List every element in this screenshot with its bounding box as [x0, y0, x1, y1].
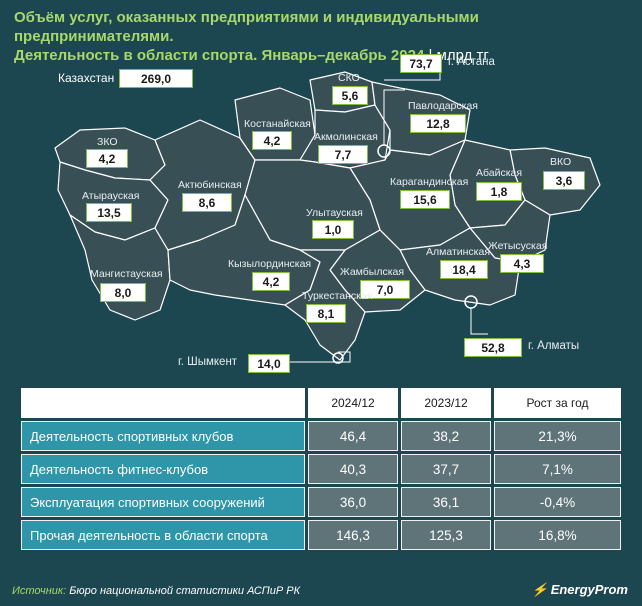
row-label: Деятельность спортивных клубов — [21, 421, 305, 451]
value-akmola: 7,7 — [318, 145, 368, 164]
label-abay: Абайская — [476, 167, 523, 179]
cell-value: 36,0 — [308, 487, 399, 517]
label-astana: г. Астана — [448, 56, 495, 68]
label-kyzylorda: Кызылординская — [228, 258, 312, 270]
row-label: Деятельность фитнес-клубов — [21, 454, 305, 484]
title-line2-text: Деятельность в области спорта. Январь–де… — [14, 47, 425, 64]
value-ulytau: 1,0 — [312, 220, 354, 239]
label-almaty-city: г. Алматы — [528, 340, 580, 352]
value-astana: 73,7 — [400, 54, 442, 73]
label-kostanay: Костанайская — [244, 118, 311, 130]
value-sko: 5,6 — [332, 86, 368, 105]
value-almaty-city: 52,8 — [464, 338, 522, 357]
total-value: 269,0 — [119, 69, 193, 88]
total-label: Казахстан — [58, 71, 115, 85]
label-pavlodar: Павлодарская — [408, 100, 478, 112]
table-row: Деятельность фитнес-клубов 40,3 37,7 7,1… — [21, 454, 621, 484]
column-header: Рост за год — [494, 388, 621, 418]
value-vko: 3,6 — [543, 171, 585, 190]
label-akmola: Акмолинская — [314, 131, 378, 143]
cell-value: 38,2 — [401, 421, 492, 451]
value-turkestan: 8,1 — [306, 304, 346, 323]
label-almaty-region: Алматинская — [426, 246, 491, 258]
cell-growth: 16,8% — [494, 520, 621, 550]
cell-value: 46,4 — [308, 421, 399, 451]
label-shymkent: г. Шымкент — [178, 356, 238, 368]
lightning-icon: ⚡ — [531, 582, 548, 597]
table-corner — [21, 388, 305, 418]
cell-growth: 21,3% — [494, 421, 621, 451]
value-zhambyl: 7,0 — [360, 280, 410, 299]
value-karaganda: 15,6 — [400, 190, 450, 209]
sport-services-table: 2024/12 2023/12 Рост за год Деятельность… — [18, 385, 624, 553]
title-line1: Объём услуг, оказанных предприятиями и и… — [14, 9, 479, 45]
cell-value: 37,7 — [401, 454, 492, 484]
label-zhetysu: Жетысуская — [488, 240, 548, 252]
table-row: Деятельность спортивных клубов 46,4 38,2… — [21, 421, 621, 451]
cell-value: 125,3 — [401, 520, 492, 550]
source-label: Источник: — [12, 585, 67, 597]
label-atyrau: Атырауская — [82, 190, 140, 202]
label-aktobe: Актюбинская — [178, 179, 242, 191]
brand-name: EnergyProm — [550, 582, 628, 597]
row-label: Прочая деятельность в области спорта — [21, 520, 305, 550]
label-zko: ЗКО — [97, 136, 118, 148]
value-shymkent: 14,0 — [248, 354, 290, 373]
value-zko: 4,2 — [86, 149, 128, 168]
label-mangystau: Мангистауская — [90, 268, 163, 280]
cell-value: 36,1 — [401, 487, 492, 517]
value-almaty-region: 18,4 — [440, 260, 488, 279]
column-header: 2023/12 — [401, 388, 492, 418]
label-karaganda: Карагандинская — [390, 176, 469, 188]
brand-logo: ⚡ EnergyProm — [532, 582, 629, 598]
label-zhambyl: Жамбылская — [340, 266, 405, 278]
value-atyrau: 13,5 — [86, 203, 132, 222]
source-text: Бюро национальной статистики АСПиР РК — [69, 585, 301, 597]
shymkent-marker — [332, 352, 344, 364]
label-turkestan: Туркестанская — [302, 290, 373, 302]
title-unit-text: млрд тг — [436, 47, 489, 64]
source-note: Источник: Бюро национальной статистики А… — [12, 585, 300, 597]
cell-growth: 7,1% — [494, 454, 621, 484]
footer: Источник: Бюро национальной статистики А… — [0, 576, 642, 606]
table-header-row: 2024/12 2023/12 Рост за год — [21, 388, 621, 418]
cell-growth: -0,4% — [494, 487, 621, 517]
value-aktobe: 8,6 — [182, 193, 232, 212]
cell-value: 40,3 — [308, 454, 399, 484]
table-row: Эксплуатация спортивных сооружений 36,0 … — [21, 487, 621, 517]
label-ulytau: Улытауская — [306, 207, 363, 219]
value-abay: 1,8 — [476, 182, 522, 201]
label-vko: ВКО — [550, 156, 572, 168]
label-sko: СКО — [338, 72, 360, 84]
value-zhetysu: 4,3 — [500, 254, 544, 273]
value-kyzylorda: 4,2 — [252, 272, 290, 291]
column-header: 2024/12 — [308, 388, 399, 418]
table-row: Прочая деятельность в области спорта 146… — [21, 520, 621, 550]
value-pavlodar: 12,8 — [410, 114, 466, 133]
cell-value: 146,3 — [308, 520, 399, 550]
value-mangystau: 8,0 — [100, 283, 146, 302]
row-label: Эксплуатация спортивных сооружений — [21, 487, 305, 517]
value-kostanay: 4,2 — [252, 131, 292, 150]
